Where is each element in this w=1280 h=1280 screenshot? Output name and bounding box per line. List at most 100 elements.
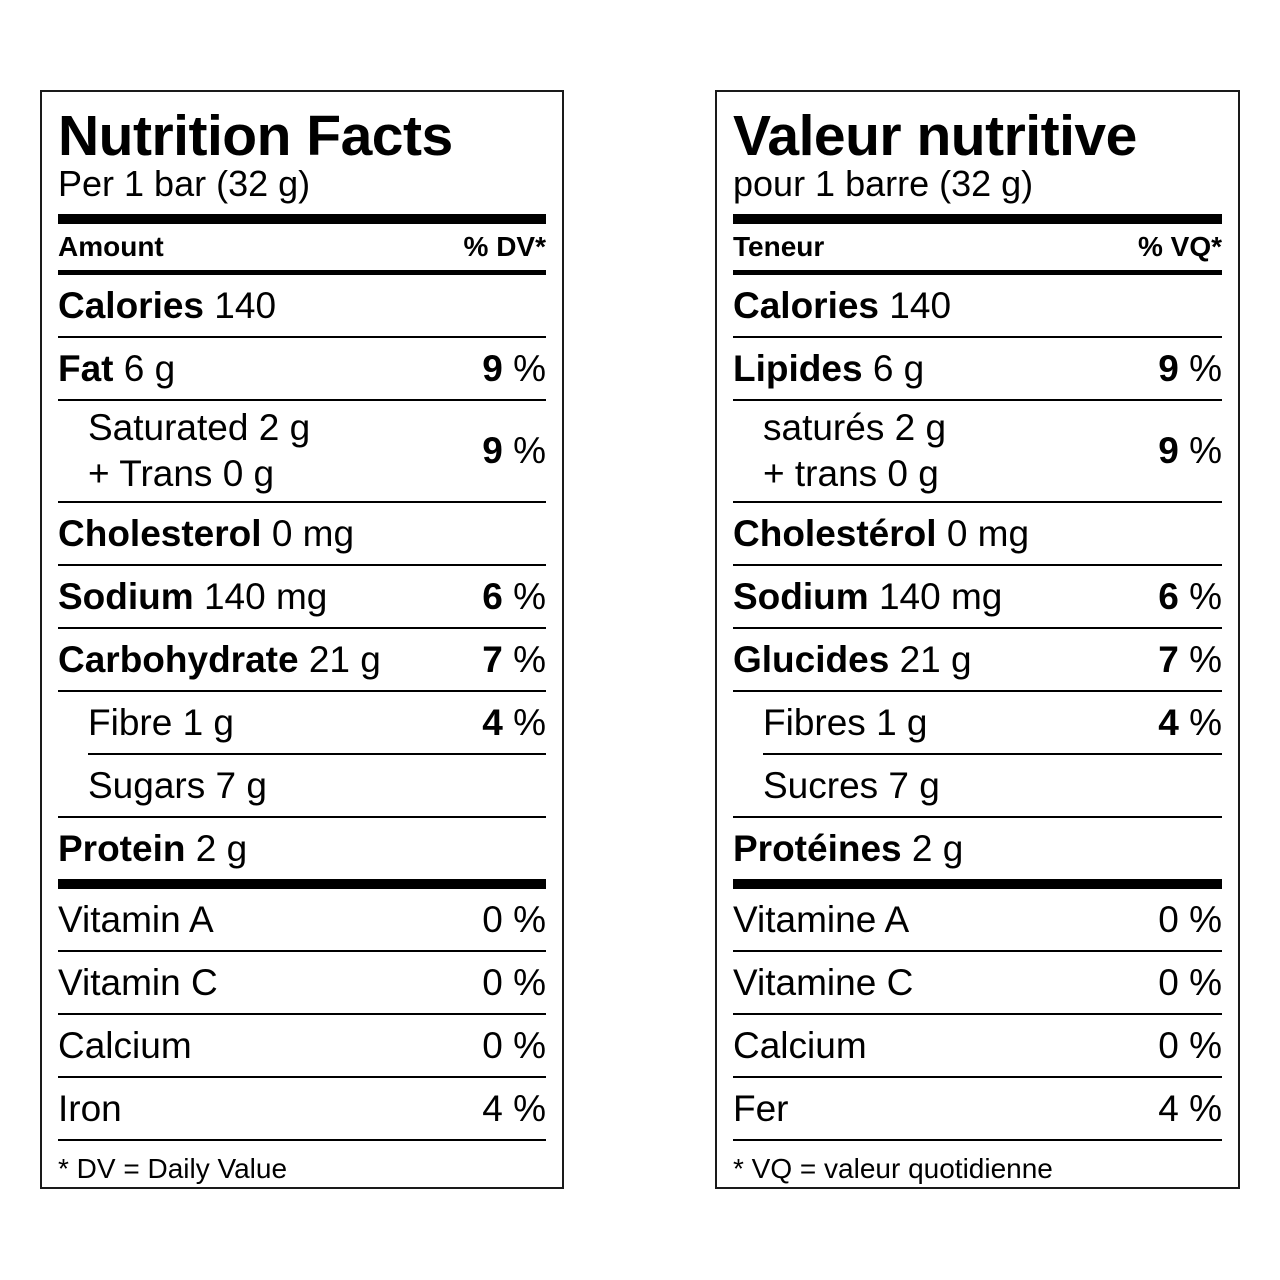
protein-value: 2 g <box>911 827 964 869</box>
carbohydrate-dv: 7 % <box>1158 638 1222 680</box>
cholesterol-label: Cholestérol <box>733 512 937 554</box>
fat-value: 6 g <box>123 347 176 389</box>
vitamin-dv: 0 % <box>482 1024 546 1066</box>
divider <box>58 627 546 629</box>
carbohydrate-label: Carbohydrate <box>58 638 299 680</box>
amount-header: Amount <box>58 231 164 262</box>
saturated-value: saturés 2 g <box>763 407 947 448</box>
fat-value: 6 g <box>872 347 925 389</box>
vitamin-row: Fer 4 % <box>733 1078 1222 1139</box>
divider <box>733 1076 1222 1078</box>
carbohydrate-value: 21 g <box>899 638 972 680</box>
vitamin-label: Vitamine A <box>733 898 910 940</box>
fat-dv: 9 % <box>1158 347 1222 389</box>
calories-value: 140 <box>889 284 952 326</box>
medium-divider <box>733 270 1222 275</box>
carbohydrate-value: 21 g <box>308 638 381 680</box>
fat-label: Fat <box>58 347 114 389</box>
fibre-row: Fibre 1 g 4 % <box>58 692 546 753</box>
vitamin-row: Vitamin C 0 % <box>58 952 546 1013</box>
nutrition-facts-panel-fr: Valeur nutritive pour 1 barre (32 g) Ten… <box>715 90 1240 1189</box>
thick-divider <box>733 214 1222 224</box>
sodium-label: Sodium <box>733 575 869 617</box>
carbohydrate-row: Glucides 21 g 7 % <box>733 629 1222 690</box>
vitamin-row: Vitamin A 0 % <box>58 889 546 950</box>
vitamin-row: Calcium 0 % <box>733 1015 1222 1076</box>
divider <box>58 1139 546 1141</box>
thick-divider <box>733 879 1222 889</box>
divider <box>58 816 546 818</box>
sodium-row: Sodium 140 mg 6 % <box>733 566 1222 627</box>
calories-label: Calories <box>58 284 205 326</box>
divider <box>58 690 546 692</box>
divider <box>58 1076 546 1078</box>
cholesterol-value: 0 mg <box>946 512 1030 554</box>
protein-label: Protein <box>58 827 186 869</box>
vitamin-row: Vitamine A 0 % <box>733 889 1222 950</box>
cholesterol-row: Cholesterol 0 mg <box>58 503 546 564</box>
vitamin-label: Fer <box>733 1087 789 1129</box>
divider <box>733 399 1222 401</box>
trans-value: + trans 0 g <box>763 453 939 494</box>
vitamin-row: Iron 4 % <box>58 1078 546 1139</box>
column-header: Amount % DV* <box>58 224 546 270</box>
fat-dv: 9 % <box>482 347 546 389</box>
saturated-trans-row: Saturated 2 g + Trans 0 g 9 % <box>58 401 546 501</box>
dv-header: % VQ* <box>1137 231 1222 262</box>
carbohydrate-row: Carbohydrate 21 g 7 % <box>58 629 546 690</box>
calories-value: 140 <box>214 284 277 326</box>
saturated-dv: 9 % <box>1158 430 1222 471</box>
divider <box>763 753 1222 755</box>
amount-header: Teneur <box>733 231 825 262</box>
footnote: * VQ = valeur quotidienne <box>733 1153 1053 1184</box>
thick-divider <box>58 879 546 889</box>
thick-divider <box>58 214 546 224</box>
fibre-dv: 4 % <box>1158 701 1222 743</box>
sodium-dv: 6 % <box>1158 575 1222 617</box>
fibre-dv: 4 % <box>482 701 546 743</box>
sodium-dv: 6 % <box>482 575 546 617</box>
vitamin-label: Iron <box>58 1087 122 1129</box>
vitamin-dv: 0 % <box>1158 1024 1222 1066</box>
divider <box>58 501 546 503</box>
calories-row: Calories 140 <box>733 275 1222 336</box>
sugars-value: Sugars 7 g <box>88 764 267 806</box>
vitamin-dv: 0 % <box>482 961 546 1003</box>
protein-row: Protéines 2 g <box>733 818 1222 879</box>
divider <box>733 1013 1222 1015</box>
divider <box>733 501 1222 503</box>
sugars-value: Sucres 7 g <box>763 764 940 806</box>
fibre-value: Fibre 1 g <box>88 701 235 743</box>
sodium-value: 140 mg <box>878 575 1003 617</box>
divider <box>733 690 1222 692</box>
calories-label: Calories <box>733 284 880 326</box>
serving-size: pour 1 barre (32 g) <box>733 163 1034 204</box>
saturated-value: Saturated 2 g <box>88 407 311 448</box>
vitamin-row: Calcium 0 % <box>58 1015 546 1076</box>
sugars-row: Sugars 7 g <box>58 755 546 816</box>
divider <box>58 950 546 952</box>
footnote: * DV = Daily Value <box>58 1153 288 1184</box>
carbohydrate-label: Glucides <box>733 638 890 680</box>
divider <box>733 627 1222 629</box>
protein-label: Protéines <box>733 827 902 869</box>
divider <box>733 336 1222 338</box>
sodium-row: Sodium 140 mg 6 % <box>58 566 546 627</box>
vitamin-label: Vitamin C <box>58 961 218 1003</box>
panel-title: Nutrition Facts <box>58 104 453 168</box>
medium-divider <box>58 270 546 275</box>
vitamin-dv: 0 % <box>1158 961 1222 1003</box>
vitamin-dv: 4 % <box>482 1087 546 1129</box>
serving-size: Per 1 bar (32 g) <box>58 163 311 204</box>
divider <box>58 336 546 338</box>
vitamin-label: Vitamine C <box>733 961 914 1003</box>
divider <box>58 564 546 566</box>
divider <box>733 564 1222 566</box>
carbohydrate-dv: 7 % <box>482 638 546 680</box>
divider <box>733 816 1222 818</box>
panel-title: Valeur nutritive <box>733 104 1137 168</box>
vitamin-dv: 4 % <box>1158 1087 1222 1129</box>
dv-header: % DV* <box>463 231 546 262</box>
divider <box>58 399 546 401</box>
divider <box>88 753 546 755</box>
